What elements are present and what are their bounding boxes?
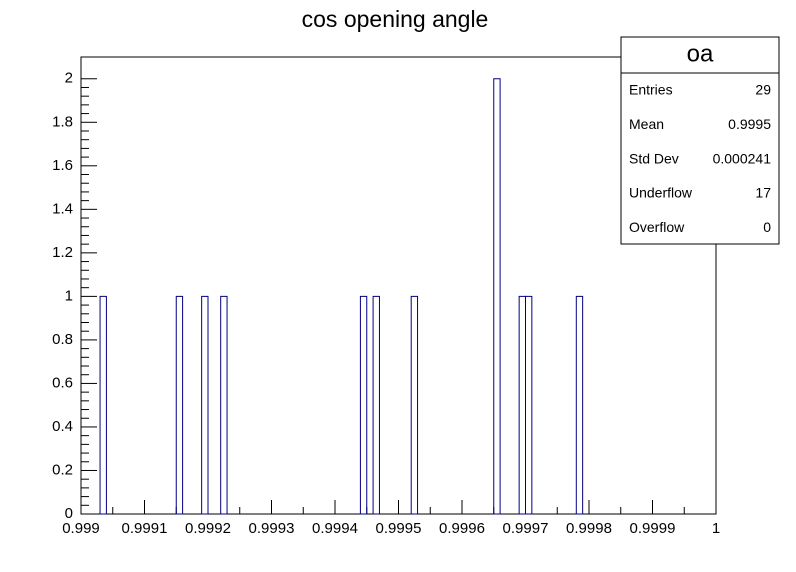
stats-value: 0.9995 <box>728 116 771 132</box>
chart-title: cos opening angle <box>302 6 489 32</box>
bar <box>359 295 368 515</box>
stats-value: 29 <box>755 82 771 98</box>
x-tick-label: 0.9996 <box>439 520 485 537</box>
bar <box>220 295 228 515</box>
stats-label: Mean <box>629 116 664 132</box>
y-tick-label: 1.4 <box>52 200 73 217</box>
stats-label: Underflow <box>629 185 693 201</box>
bar <box>99 295 107 515</box>
x-tick-label: 0.9993 <box>249 520 295 537</box>
stats-value: 0 <box>763 219 771 235</box>
y-tick-label: 2 <box>65 70 73 87</box>
x-tick-label: 0.9997 <box>503 520 549 537</box>
stats-title: oa <box>687 40 714 67</box>
stats-value: 17 <box>755 185 771 201</box>
y-tick-label: 0.6 <box>52 374 73 391</box>
stats-label: Entries <box>629 82 673 98</box>
x-tick-label: 0.9995 <box>376 520 422 537</box>
x-tick-label: 0.9992 <box>185 520 231 537</box>
x-tick-label: 1 <box>712 520 720 537</box>
stats-label: Overflow <box>629 219 685 235</box>
x-tick-label: 0.9994 <box>312 520 358 537</box>
x-tick-label: 0.9999 <box>630 520 676 537</box>
y-tick-label: 0 <box>65 505 73 522</box>
stats-label: Std Dev <box>629 150 679 166</box>
stats-value: 0.000241 <box>713 150 772 166</box>
y-tick-label: 0.4 <box>52 418 73 435</box>
y-tick-label: 1.8 <box>52 113 73 130</box>
bar <box>525 295 533 515</box>
y-tick-label: 1 <box>65 287 73 304</box>
x-tick-label: 0.999 <box>62 520 100 537</box>
bar <box>410 295 419 515</box>
bar <box>493 78 501 515</box>
bar <box>575 295 584 515</box>
stats-box <box>620 36 780 245</box>
x-tick-label: 0.9991 <box>122 520 168 537</box>
y-tick-label: 0.8 <box>52 331 73 348</box>
y-tick-label: 0.2 <box>52 461 73 478</box>
y-tick-label: 1.6 <box>52 157 73 174</box>
bar <box>201 295 209 515</box>
bar <box>372 295 380 515</box>
y-tick-label: 1.2 <box>52 244 73 261</box>
bar <box>175 295 184 515</box>
x-tick-label: 0.9998 <box>566 520 612 537</box>
